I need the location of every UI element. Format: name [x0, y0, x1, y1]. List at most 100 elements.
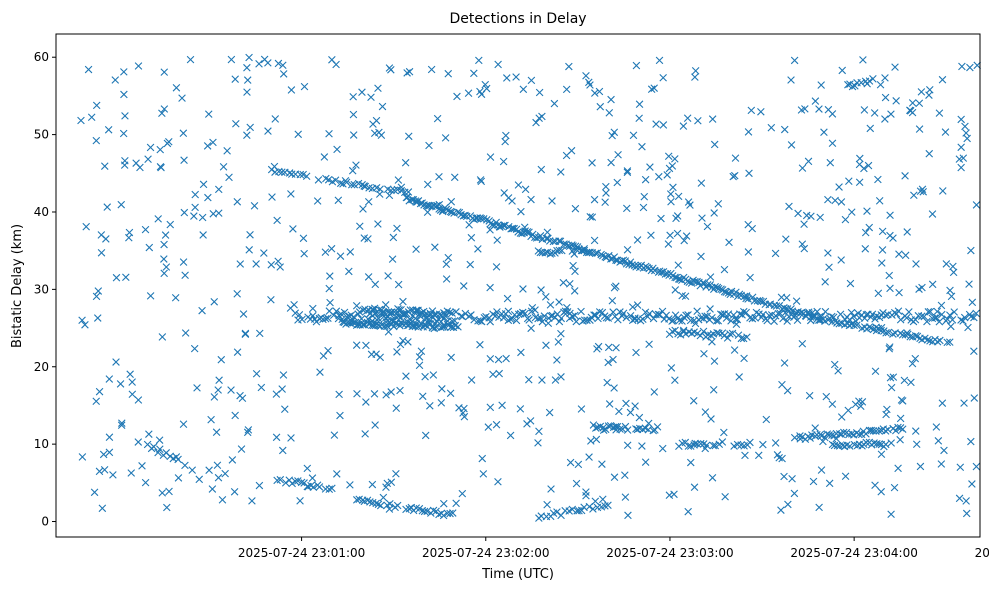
data-point	[227, 386, 235, 394]
data-point	[943, 338, 952, 347]
data-point	[233, 290, 241, 298]
data-point	[837, 413, 846, 421]
data-point	[122, 273, 130, 282]
data-point	[160, 240, 168, 249]
data-point	[138, 462, 146, 470]
data-point	[787, 141, 796, 149]
data-point	[442, 275, 451, 283]
data-point	[596, 102, 605, 111]
data-point	[481, 80, 490, 89]
y-tick-label: 0	[41, 515, 49, 529]
data-point	[865, 223, 874, 232]
data-point	[209, 138, 217, 147]
data-point	[815, 503, 823, 512]
data-point	[542, 341, 550, 350]
data-point	[246, 123, 254, 132]
data-point	[630, 315, 639, 323]
data-point	[493, 308, 501, 316]
data-point	[423, 208, 432, 216]
data-point	[800, 220, 808, 228]
data-point	[486, 153, 495, 161]
data-point	[919, 187, 928, 196]
data-point	[375, 305, 384, 314]
data-point	[560, 240, 568, 248]
data-point	[663, 171, 672, 179]
data-point	[775, 453, 783, 462]
data-point	[388, 255, 397, 263]
data-point	[109, 471, 117, 479]
data-point	[828, 139, 837, 148]
data-point	[105, 375, 114, 383]
data-point	[926, 337, 934, 345]
data-point	[447, 208, 456, 217]
data-point	[828, 400, 837, 408]
data-point	[850, 321, 858, 330]
data-point	[940, 446, 948, 455]
data-point	[486, 403, 495, 412]
data-point	[78, 316, 86, 325]
data-point	[300, 249, 308, 258]
data-point	[582, 488, 590, 496]
data-point	[404, 188, 413, 196]
data-point	[731, 154, 740, 162]
data-point	[396, 386, 404, 395]
data-point	[479, 470, 488, 478]
data-point	[426, 402, 434, 410]
y-tick-label: 30	[34, 282, 49, 296]
data-point	[623, 167, 632, 175]
data-point	[722, 314, 731, 322]
data-point	[591, 311, 600, 319]
data-point	[250, 202, 259, 210]
data-point	[709, 441, 718, 450]
data-point	[858, 398, 867, 406]
data-point	[894, 307, 903, 315]
data-point	[935, 317, 944, 326]
data-point	[822, 392, 831, 401]
data-point	[439, 511, 448, 520]
data-point	[375, 190, 384, 198]
data-point	[911, 427, 920, 435]
data-point	[316, 368, 324, 376]
data-point	[394, 280, 403, 289]
data-point	[321, 314, 330, 323]
data-point	[504, 307, 513, 316]
data-point	[308, 474, 317, 482]
data-point	[557, 329, 565, 338]
data-point	[721, 492, 729, 501]
data-point	[590, 236, 599, 245]
data-point	[309, 483, 318, 492]
data-point	[608, 131, 616, 140]
data-point	[281, 405, 289, 413]
data-point	[635, 413, 644, 422]
data-point	[461, 309, 470, 318]
y-axis-label: Bistatic Delay (km)	[10, 224, 25, 348]
data-point	[267, 261, 276, 269]
data-point	[476, 176, 485, 184]
data-point	[591, 497, 600, 506]
data-point	[446, 389, 455, 398]
data-point	[908, 359, 917, 368]
data-point	[946, 286, 954, 295]
data-point	[948, 316, 957, 324]
data-point	[82, 222, 90, 231]
data-point	[905, 308, 913, 316]
data-point	[334, 196, 343, 205]
data-point	[699, 279, 707, 287]
data-point	[924, 308, 933, 316]
data-point	[203, 142, 212, 150]
points-layer	[77, 53, 981, 522]
data-point	[210, 298, 219, 306]
data-point	[908, 99, 917, 107]
data-point	[380, 308, 388, 317]
data-point	[366, 498, 374, 506]
data-point	[817, 466, 826, 474]
data-point	[571, 267, 579, 276]
data-point	[635, 100, 644, 109]
data-point	[611, 422, 620, 431]
data-point	[134, 396, 143, 404]
data-point	[877, 487, 885, 496]
data-point	[534, 439, 542, 447]
data-point	[392, 469, 400, 478]
data-point	[418, 392, 427, 401]
data-point	[871, 481, 879, 490]
